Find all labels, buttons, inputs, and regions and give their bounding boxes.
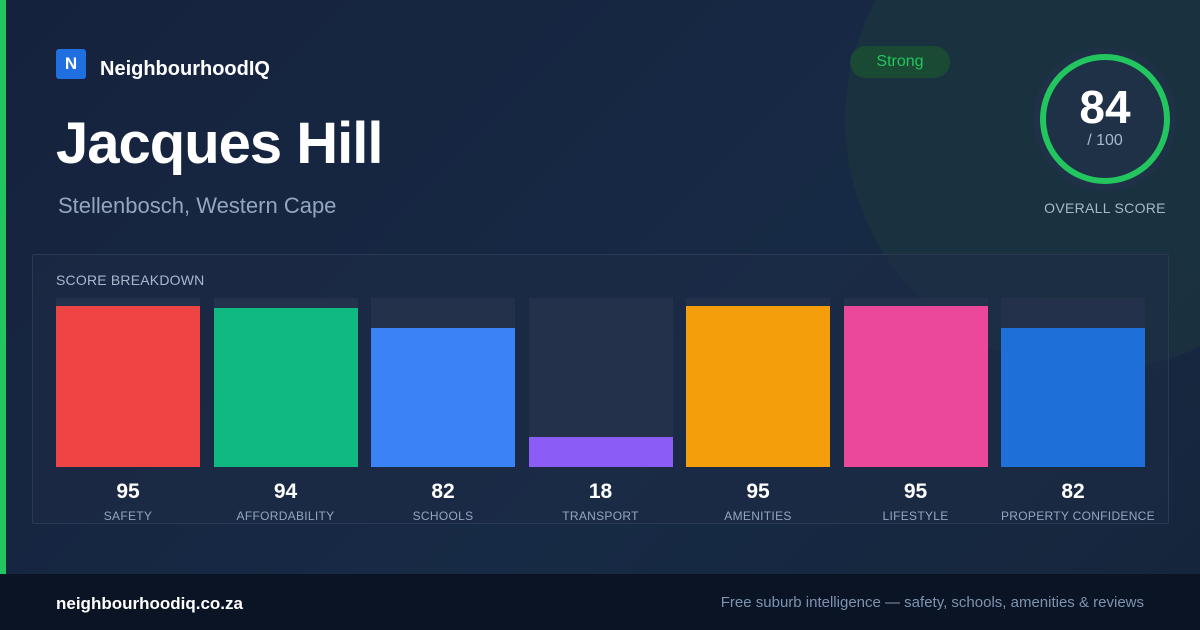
bar-value: 95	[116, 480, 140, 503]
bar-fill	[686, 306, 830, 467]
bar-fill	[56, 306, 200, 467]
score-bar-affordability: 94 AFFORDABILITY	[213, 298, 358, 523]
bar-track	[843, 298, 988, 467]
overall-score-max: / 100	[1087, 132, 1123, 149]
bar-value: 95	[746, 480, 770, 503]
bar-track	[528, 298, 673, 467]
bar-label: TRANSPORT	[562, 509, 639, 523]
overall-score-value: 84	[1079, 81, 1131, 133]
bar-fill	[528, 436, 673, 467]
bar-track	[371, 298, 515, 467]
score-bar-property-confidence: 82 PROPERTY CONFIDENCE	[1001, 298, 1155, 523]
overall-score-label: OVERALL SCORE	[1044, 200, 1166, 216]
footer-domain: neighbourhoodiq.co.za	[56, 594, 243, 613]
rating-badge: Strong	[850, 46, 950, 78]
hero-card: N NeighbourhoodIQ Jacques Hill Stellenbo…	[0, 0, 1200, 574]
score-bar-amenities: 95 AMENITIES	[686, 298, 830, 523]
bar-value: 95	[903, 480, 928, 503]
bar-fill	[843, 306, 988, 467]
bar-track	[686, 298, 830, 467]
brand-name: NeighbourhoodIQ	[100, 58, 270, 80]
footer-tagline: Free suburb intelligence — safety, schoo…	[720, 594, 1144, 611]
brand-logo-icon: N	[56, 48, 86, 79]
accent-strip	[0, 0, 6, 574]
bar-label: SAFETY	[103, 509, 153, 523]
score-bar-transport: 18 TRANSPORT	[528, 298, 673, 523]
bar-value: 94	[273, 480, 298, 503]
bar-fill	[1001, 328, 1145, 467]
bar-value: 82	[431, 480, 455, 503]
overall-score-ring	[1033, 47, 1177, 191]
score-bar-schools: 82 SCHOOLS	[371, 298, 515, 523]
bar-value: 18	[588, 480, 613, 503]
bar-value: 82	[1061, 480, 1085, 503]
bar-label: PROPERTY CONFIDENCE	[1001, 509, 1155, 523]
suburb-title: Jacques Hill	[56, 111, 383, 176]
score-breakdown-panel: SCORE BREAKDOWN 95 SAFETY 94 AFFORDABILITY 8…	[32, 254, 1169, 524]
bar-label: AFFORDABILITY	[236, 509, 335, 523]
bar-track	[56, 298, 200, 467]
brand: N NeighbourhoodIQ	[56, 46, 270, 81]
bar-label: LIFESTYLE	[882, 509, 949, 523]
breakdown-title: SCORE BREAKDOWN	[56, 272, 205, 288]
bar-label: SCHOOLS	[412, 509, 474, 523]
score-bar-lifestyle: 95 LIFESTYLE	[843, 298, 988, 523]
score-ring-fill	[1040, 54, 1170, 184]
bar-label: AMENITIES	[724, 509, 792, 523]
bar-fill	[371, 328, 515, 467]
footer: neighbourhoodiq.co.za Free suburb intell…	[0, 574, 1200, 630]
bar-fill	[213, 308, 358, 467]
bar-track	[1001, 298, 1145, 467]
bar-track	[213, 298, 358, 467]
suburb-location: Stellenbosch, Western Cape	[58, 193, 337, 218]
score-bar-safety: 95 SAFETY	[56, 298, 200, 523]
